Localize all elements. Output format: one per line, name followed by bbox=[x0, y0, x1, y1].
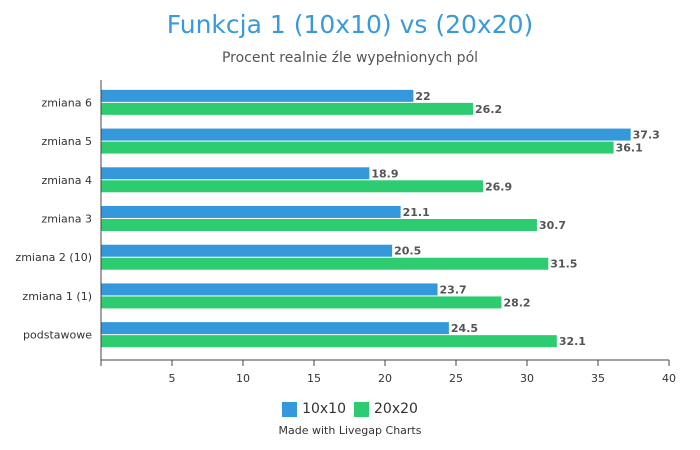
category-label: zmiana 3 bbox=[42, 213, 93, 226]
category-label: podstawowe bbox=[23, 329, 92, 342]
legend-item-20x20[interactable]: 20x20 bbox=[354, 401, 418, 417]
data-label: 28.2 bbox=[503, 296, 530, 309]
data-label: 37.3 bbox=[633, 129, 660, 142]
data-label: 26.9 bbox=[485, 180, 512, 193]
legend: 10x10 20x20 bbox=[0, 401, 700, 417]
x-tick-label: 10 bbox=[236, 372, 250, 385]
bar-20x20 bbox=[101, 180, 483, 193]
chart-subtitle: Procent realnie źle wypełnionych pól bbox=[221, 50, 479, 66]
bar-10x10 bbox=[101, 128, 631, 141]
category-label: zmiana 5 bbox=[42, 135, 93, 148]
data-label: 32.1 bbox=[559, 335, 586, 348]
bar-20x20 bbox=[101, 257, 549, 270]
legend-swatch-20x20 bbox=[354, 401, 369, 417]
bar-10x10 bbox=[101, 206, 401, 218]
category-label: zmiana 6 bbox=[42, 96, 93, 109]
bar-10x10 bbox=[101, 322, 449, 335]
legend-swatch-10x10 bbox=[282, 401, 298, 417]
x-tick-label: 15 bbox=[307, 372, 321, 385]
bar-20x20 bbox=[101, 219, 537, 231]
data-label: 20.5 bbox=[394, 245, 421, 258]
data-label: 22 bbox=[415, 90, 430, 103]
data-label: 24.5 bbox=[451, 322, 478, 335]
x-tick-label: 25 bbox=[449, 372, 463, 385]
x-tick-label: 20 bbox=[378, 372, 392, 385]
data-label: 36.1 bbox=[616, 142, 643, 155]
data-label: 21.1 bbox=[403, 206, 430, 219]
bar-20x20 bbox=[101, 102, 474, 115]
data-label: 23.7 bbox=[440, 283, 467, 296]
x-tick-label: 30 bbox=[520, 372, 534, 385]
bar-10x10 bbox=[101, 89, 414, 102]
category-label: zmiana 4 bbox=[42, 174, 93, 187]
bar-20x20 bbox=[101, 296, 502, 309]
bar-10x10 bbox=[101, 244, 393, 257]
legend-label-10x10: 10x10 bbox=[302, 401, 346, 417]
data-label: 18.9 bbox=[371, 167, 398, 180]
data-label: 30.7 bbox=[539, 219, 566, 232]
bar-10x10 bbox=[101, 167, 370, 180]
credit-text: Made with Livegap Charts bbox=[278, 424, 422, 437]
data-label: 31.5 bbox=[550, 258, 577, 271]
x-tick-label: 5 bbox=[169, 372, 176, 385]
legend-label-20x20: 20x20 bbox=[374, 401, 418, 417]
bar-20x20 bbox=[101, 335, 557, 348]
bar-20x20 bbox=[101, 141, 614, 154]
data-label: 26.2 bbox=[475, 103, 502, 116]
category-label: zmiana 2 (10) bbox=[15, 251, 92, 264]
x-tick-label: 40 bbox=[662, 372, 676, 385]
category-label: zmiana 1 (1) bbox=[22, 290, 92, 303]
bar-10x10 bbox=[101, 283, 438, 296]
chart-title: Funkcja 1 (10x10) vs (20x20) bbox=[166, 10, 534, 39]
legend-item-10x10[interactable]: 10x10 bbox=[282, 401, 346, 417]
x-tick-label: 35 bbox=[591, 372, 605, 385]
